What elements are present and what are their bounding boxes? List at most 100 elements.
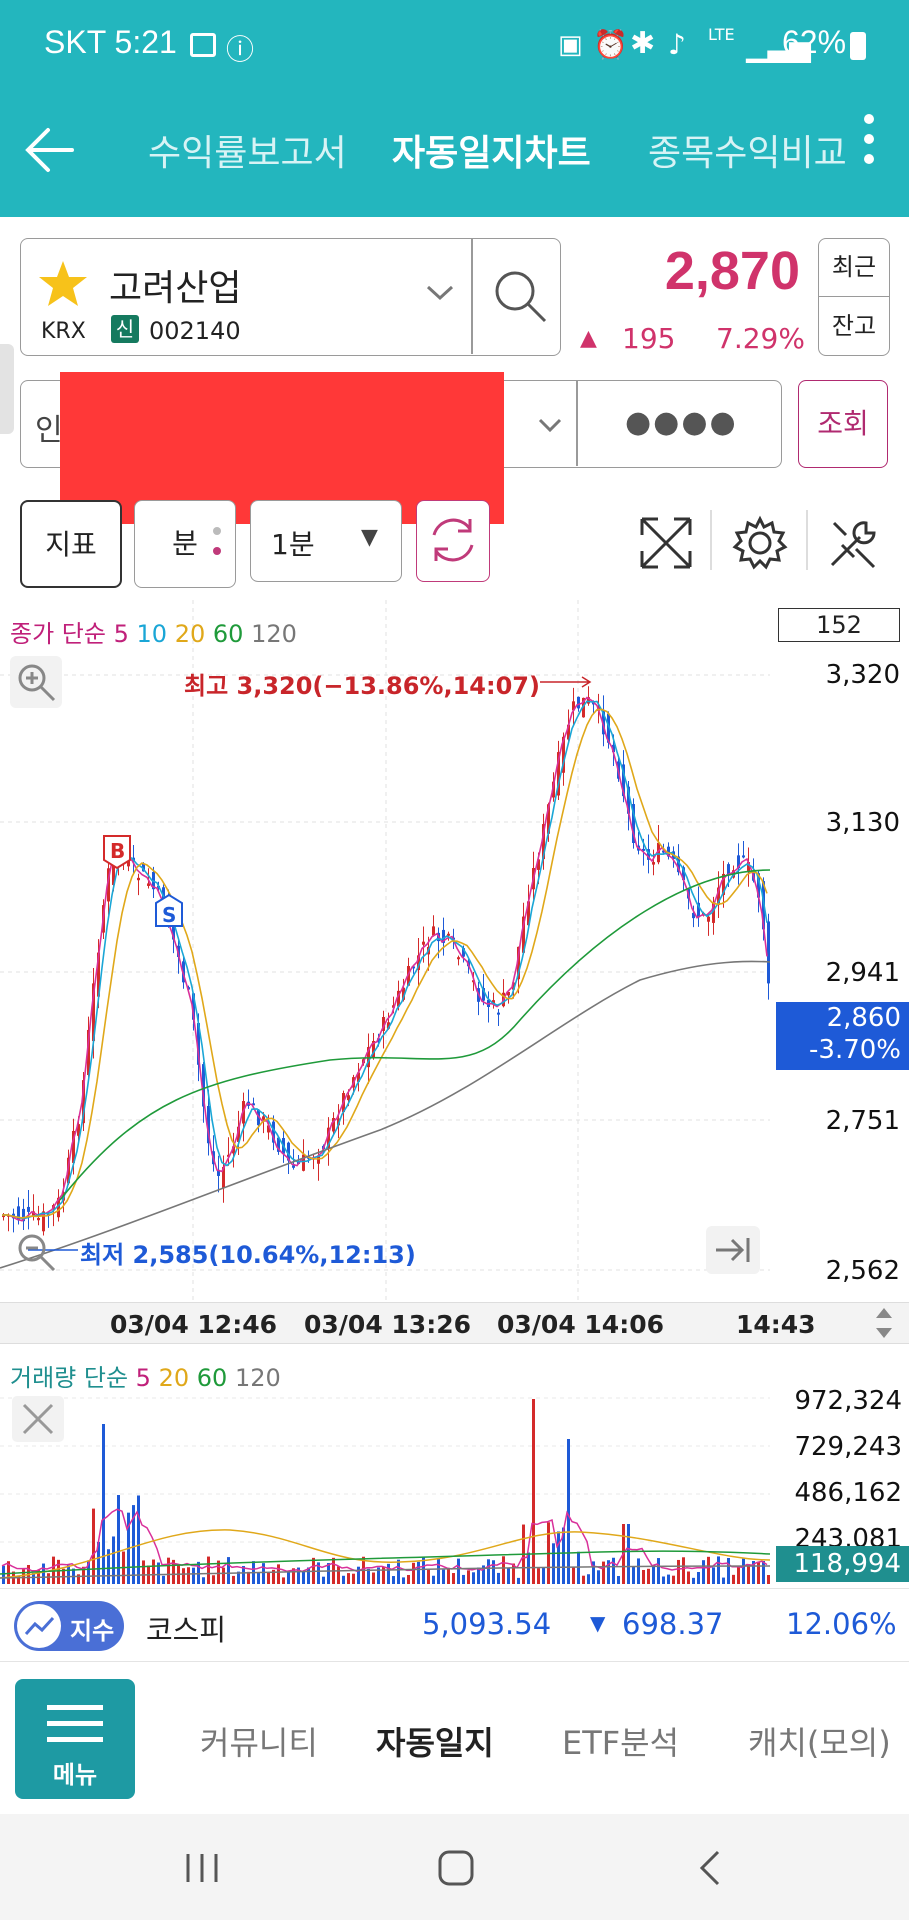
system-back-icon[interactable] xyxy=(688,1846,732,1890)
tab-auto-journal-chart[interactable]: 자동일지차트 xyxy=(392,133,591,174)
candle-body xyxy=(367,1047,370,1068)
y-tick-2: 3,130 xyxy=(825,808,900,838)
index-value: 5,093.54 xyxy=(422,1607,552,1641)
current-price-tag: 2,860 -3.70% xyxy=(776,1002,909,1070)
candle-body xyxy=(562,736,565,773)
visible-count-box[interactable]: 152 xyxy=(778,608,900,642)
candle-body xyxy=(107,868,110,902)
scroll-to-end-icon[interactable] xyxy=(706,1226,760,1274)
volume-bar xyxy=(417,1561,420,1584)
signal-icon: ▁▃▅ xyxy=(746,30,811,63)
favorite-star-icon[interactable] xyxy=(37,259,89,309)
resize-handle-icon[interactable] xyxy=(870,1304,898,1342)
volume-bar xyxy=(442,1569,445,1584)
candle-body xyxy=(202,1064,205,1107)
lock-icon: ▣ xyxy=(558,30,583,60)
fullscreen-icon[interactable] xyxy=(638,515,694,571)
volume-bar xyxy=(652,1565,655,1584)
chevron-down-icon[interactable] xyxy=(425,283,455,303)
menu-button[interactable]: 메뉴 xyxy=(15,1679,135,1799)
more-menu-icon[interactable] xyxy=(864,114,876,164)
ma60-line xyxy=(59,869,771,1201)
volume-bar xyxy=(137,1495,140,1584)
recent-button[interactable]: 최근 xyxy=(819,239,889,297)
indicator-button[interactable]: 지표 xyxy=(20,500,122,588)
refresh-button[interactable] xyxy=(416,500,490,582)
volume-bar xyxy=(407,1574,410,1584)
volume-bar xyxy=(447,1567,450,1584)
tools-icon[interactable] xyxy=(826,515,882,571)
password-field[interactable]: ●●●● xyxy=(625,405,738,440)
volume-bar xyxy=(187,1567,190,1584)
side-drawer-handle[interactable] xyxy=(0,344,14,434)
ma5-line xyxy=(1,696,768,1222)
volume-bar xyxy=(377,1567,380,1584)
volume-bar xyxy=(387,1563,390,1584)
close-volume-icon[interactable] xyxy=(12,1396,64,1442)
candle-body xyxy=(552,781,555,798)
search-icon[interactable] xyxy=(491,267,551,327)
volume-bar xyxy=(97,1541,100,1584)
volume-bar xyxy=(757,1561,760,1584)
settings-gear-icon[interactable] xyxy=(732,515,788,571)
bottom-tab-community[interactable]: 커뮤니티 xyxy=(200,1724,318,1762)
bottom-tab-auto-journal[interactable]: 자동일지 xyxy=(376,1724,494,1762)
high-marker-arrow xyxy=(540,676,592,688)
x-tick-1: 03/04 12:46 xyxy=(110,1310,277,1339)
tab-return-report[interactable]: 수익률보고서 xyxy=(148,133,347,174)
bottom-tab-catch-mock[interactable]: 캐치(모의) xyxy=(748,1724,891,1762)
candle-body xyxy=(527,901,530,926)
volume-bar xyxy=(302,1571,305,1584)
volume-bar xyxy=(682,1557,685,1584)
volume-bar xyxy=(617,1575,620,1584)
candle-body xyxy=(682,867,685,881)
y-tick-1: 3,320 xyxy=(825,660,900,690)
system-nav-bar xyxy=(0,1814,909,1920)
account-chevron-icon[interactable] xyxy=(537,417,563,435)
back-arrow-icon[interactable] xyxy=(22,122,78,178)
volume-bar xyxy=(412,1562,415,1584)
price-chart-panel[interactable] xyxy=(0,600,909,1303)
candle-body xyxy=(182,961,185,983)
vol-ma120-line xyxy=(0,1565,771,1579)
tab-stock-return-compare[interactable]: 종목수익비교 xyxy=(648,133,847,174)
volume-bar xyxy=(237,1571,240,1584)
zoom-out-icon[interactable] xyxy=(10,1226,60,1276)
candle-body xyxy=(142,863,145,872)
bottom-tab-etf-analysis[interactable]: ETF분석 xyxy=(562,1724,680,1762)
candle-body xyxy=(662,850,665,853)
volume-bar xyxy=(577,1551,580,1584)
volume-bar xyxy=(537,1568,540,1584)
index-bar[interactable]: 지수 코스피 5,093.54 ▼ 698.37 12.06% xyxy=(0,1588,909,1662)
candle-body xyxy=(332,1118,335,1132)
volume-bar xyxy=(732,1574,735,1584)
volume-bar xyxy=(132,1505,135,1584)
candle-body xyxy=(287,1142,290,1161)
zoom-in-icon[interactable] xyxy=(10,656,62,708)
candle-body xyxy=(722,873,725,895)
interval-select[interactable]: 1분 ▼ xyxy=(250,500,402,582)
candle-body xyxy=(697,902,700,918)
volume-bar xyxy=(382,1566,385,1584)
volume-bar xyxy=(262,1563,265,1584)
home-icon[interactable] xyxy=(434,1846,478,1890)
index-name: 코스피 xyxy=(146,1613,227,1647)
stock-selector[interactable]: 고려산업 KRX 신 002140 xyxy=(20,238,561,356)
ma10-line xyxy=(1,700,768,1220)
stock-name: 고려산업 xyxy=(109,268,242,309)
bluetooth-icon: ✱ xyxy=(630,26,656,61)
balance-button[interactable]: 잔고 xyxy=(831,312,877,340)
query-button[interactable]: 조회 xyxy=(798,380,888,468)
index-badge[interactable]: 지수 xyxy=(14,1601,124,1651)
recent-apps-icon[interactable] xyxy=(180,1848,224,1888)
period-button[interactable]: 분 xyxy=(134,500,236,588)
volume-bar xyxy=(457,1558,460,1584)
top-navigation: 수익률보고서 자동일지차트 종목수익비교 xyxy=(0,92,909,217)
time-axis-bar[interactable] xyxy=(0,1302,909,1344)
vol-ma20-line xyxy=(0,1529,771,1579)
vol-legend-ma60: 60 xyxy=(196,1364,228,1392)
candle-body xyxy=(207,1105,210,1144)
index-badge-label: 지수 xyxy=(70,1617,115,1645)
price-chart-canvas[interactable]: BS xyxy=(0,0,909,1590)
volume-bar xyxy=(47,1573,50,1584)
